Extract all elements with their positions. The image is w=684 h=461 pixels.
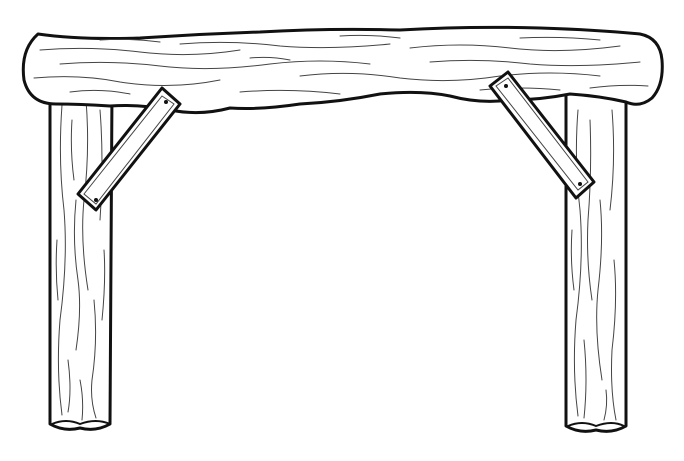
left-post [48,86,114,431]
left-brace [76,86,182,212]
right-post [564,90,628,433]
left-brace-nail-bottom [94,198,98,202]
right-brace-nail-top [504,84,508,88]
crossbeam-grain [33,34,649,95]
right-brace [488,70,596,200]
left-brace-nail-top [164,100,168,104]
right-brace-nail-bottom [578,182,582,186]
